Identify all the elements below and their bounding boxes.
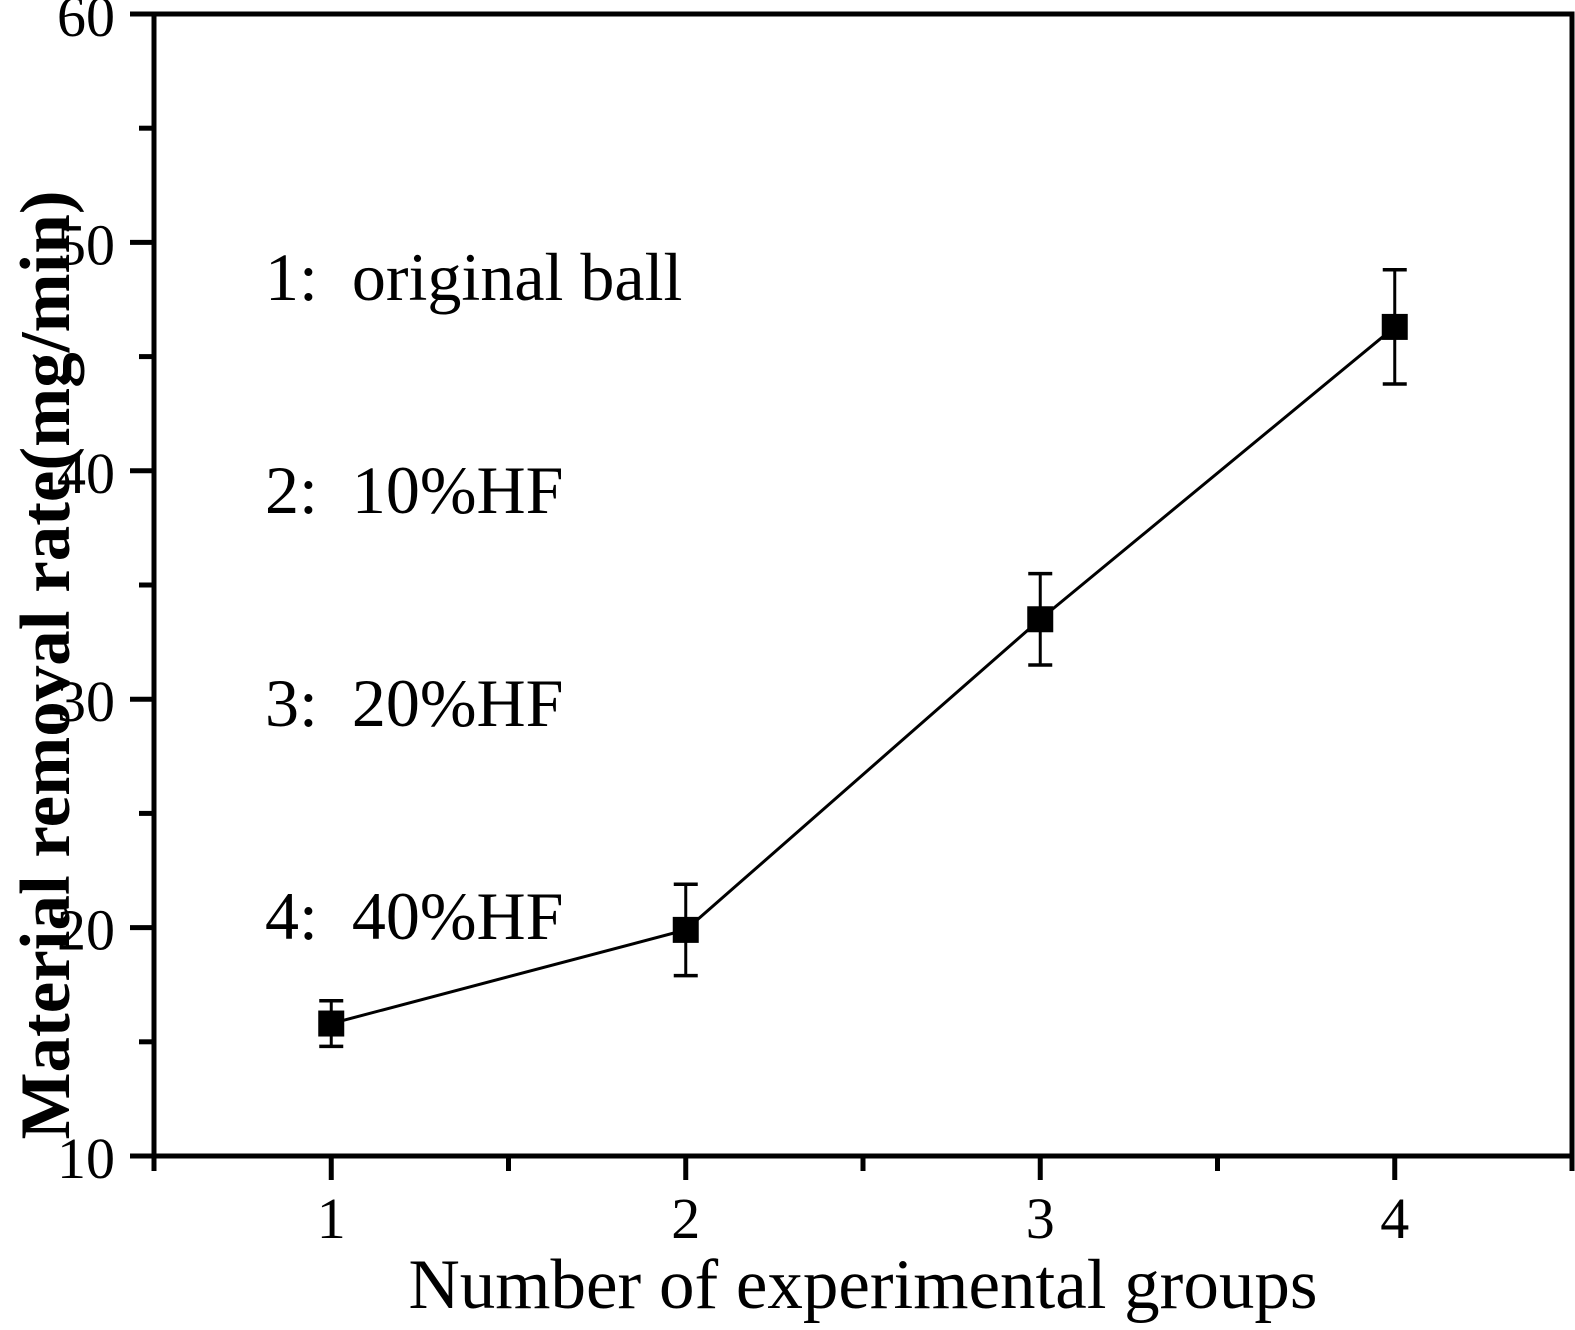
data-point-marker [1027,606,1054,633]
data-point-marker [672,916,699,943]
annotation-legend: 1: original ball 2: 10%HF 3: 20%HF 4: 40… [265,100,682,1094]
x-tick-label: 2 [671,1186,700,1251]
data-line [330,325,1396,1025]
y-axis-title: Material removal rate(mg/min) [7,190,85,1140]
x-axis-title: Number of experimental groups [408,1246,1318,1324]
axis-frame [151,11,1575,1159]
legend-line-2: 2: 10%HF [265,452,564,528]
x-tick-label: 4 [1380,1186,1409,1251]
y-tick-label: 60 [57,0,115,49]
y-tick-label: 10 [57,1126,115,1191]
y-tick-label: 20 [57,898,115,963]
y-tick-label: 40 [57,441,115,506]
x-tick-label: 1 [317,1186,346,1251]
data-point-marker [318,1010,345,1037]
legend-line-4: 4: 40%HF [265,878,564,954]
y-tick-label: 30 [57,669,115,734]
x-tick-label: 3 [1026,1186,1055,1251]
legend-line-3: 3: 20%HF [265,665,564,741]
data-point-marker [1381,313,1408,340]
legend-line-1: 1: original ball [265,239,683,315]
y-tick-label: 50 [57,212,115,277]
